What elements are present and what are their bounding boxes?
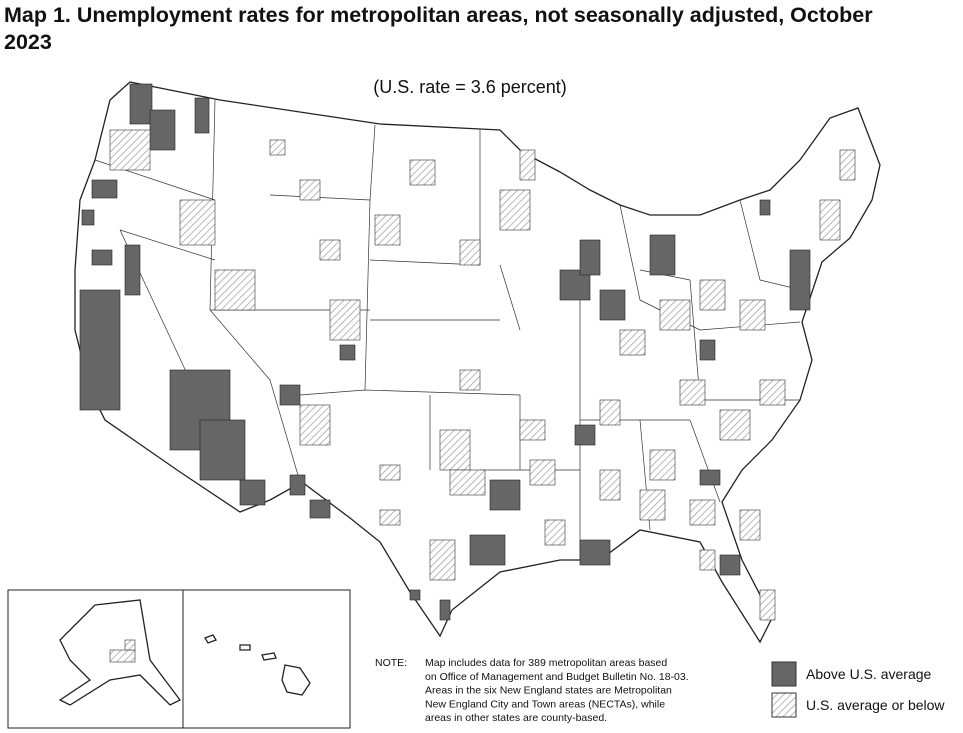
metro-area-below bbox=[739, 299, 766, 331]
metro-area-below bbox=[759, 379, 786, 406]
metro-area-below bbox=[299, 404, 331, 446]
note-line: Map includes data for 389 metropolitan a… bbox=[425, 657, 667, 669]
metro-area-above bbox=[579, 539, 611, 566]
metro-area-below bbox=[529, 459, 556, 486]
metro-area-above bbox=[239, 479, 266, 506]
metro-area-below bbox=[659, 299, 691, 331]
metro-area-below bbox=[459, 239, 481, 266]
metro-area-above bbox=[699, 469, 721, 486]
metro-area-below bbox=[739, 509, 761, 541]
metro-area-above bbox=[91, 179, 118, 199]
metro-area-above bbox=[289, 474, 306, 496]
metro-area-below bbox=[214, 269, 256, 311]
note-line: New England City and Town areas (NECTAs)… bbox=[425, 698, 665, 710]
metro-area-above bbox=[79, 289, 121, 411]
metro-area-below bbox=[409, 159, 436, 186]
metro-area-above bbox=[194, 97, 210, 134]
legend-label: Above U.S. average bbox=[806, 666, 932, 682]
metro-area-below bbox=[179, 199, 216, 246]
metro-area-below bbox=[544, 519, 566, 546]
metro-area-below bbox=[379, 464, 401, 481]
metro-area-below bbox=[699, 549, 716, 571]
metro-area-below bbox=[649, 449, 676, 481]
metro-area-below bbox=[599, 469, 621, 501]
metro-area-below bbox=[449, 469, 486, 496]
metro-area-above bbox=[699, 339, 716, 361]
metro-area-above bbox=[599, 289, 626, 321]
metro-area-below bbox=[329, 299, 361, 341]
metro-areas bbox=[79, 83, 856, 663]
note-line: areas in other states are county-based. bbox=[425, 712, 607, 724]
metro-area-below bbox=[124, 639, 136, 651]
metro-area-below bbox=[109, 649, 136, 663]
metro-area-above bbox=[124, 244, 141, 296]
metro-area-above bbox=[439, 599, 451, 621]
metro-area-above bbox=[339, 344, 356, 361]
note: Map includes data for 389 metropolitan a… bbox=[425, 657, 689, 724]
metro-area-below bbox=[839, 149, 856, 181]
metro-area-below bbox=[499, 189, 531, 231]
metro-area-below bbox=[719, 409, 751, 441]
note-label: NOTE: bbox=[375, 657, 407, 669]
legend-label: U.S. average or below bbox=[806, 697, 945, 713]
metro-area-above bbox=[469, 534, 506, 566]
legend-swatch bbox=[771, 692, 797, 718]
metro-area-below bbox=[679, 379, 706, 406]
metro-area-below bbox=[109, 129, 151, 171]
us-outline bbox=[74, 81, 881, 644]
metro-area-above bbox=[91, 249, 113, 266]
metro-area-below bbox=[599, 399, 621, 426]
metro-area-above bbox=[574, 424, 596, 446]
metro-area-above bbox=[789, 249, 811, 311]
metro-area-below bbox=[429, 539, 456, 581]
metro-area-above bbox=[309, 499, 331, 519]
metro-area-below bbox=[519, 419, 546, 441]
metro-area-above bbox=[149, 109, 176, 151]
metro-area-below bbox=[619, 329, 646, 356]
metro-area-below bbox=[299, 179, 321, 201]
metro-area-below bbox=[819, 199, 841, 241]
note-line: Areas in the six New England states are … bbox=[425, 685, 672, 697]
metro-area-below bbox=[319, 239, 341, 261]
metro-area-below bbox=[519, 149, 536, 181]
metro-area-below bbox=[439, 429, 471, 471]
metro-area-above bbox=[759, 199, 771, 216]
map-title: Map 1. Unemployment rates for metropolit… bbox=[4, 3, 873, 54]
metro-area-above bbox=[409, 589, 421, 601]
metro-area-above bbox=[81, 209, 95, 226]
metro-area-below bbox=[689, 499, 716, 526]
metro-area-below bbox=[759, 589, 776, 621]
metro-area-below bbox=[699, 279, 726, 311]
metro-area-above bbox=[489, 479, 521, 511]
metro-area-above bbox=[279, 384, 301, 406]
metro-area-above bbox=[579, 239, 601, 276]
metro-area-above bbox=[649, 234, 676, 276]
legend-swatch bbox=[771, 661, 797, 687]
legend: Above U.S. average U.S. average or below bbox=[771, 661, 945, 718]
metro-area-above bbox=[199, 419, 246, 481]
metro-area-below bbox=[379, 509, 401, 526]
metro-area-above bbox=[719, 554, 741, 576]
hawaii-outline bbox=[204, 634, 311, 696]
map-subtitle: (U.S. rate = 3.6 percent) bbox=[373, 77, 567, 97]
metro-area-above bbox=[129, 83, 153, 125]
metro-area-below bbox=[459, 369, 481, 391]
metro-area-below bbox=[639, 489, 666, 521]
hawaii-inset bbox=[182, 589, 351, 729]
metro-area-below bbox=[374, 214, 401, 246]
metro-area-below bbox=[269, 139, 286, 156]
note-line: on Office of Management and Budget Bulle… bbox=[425, 671, 689, 683]
